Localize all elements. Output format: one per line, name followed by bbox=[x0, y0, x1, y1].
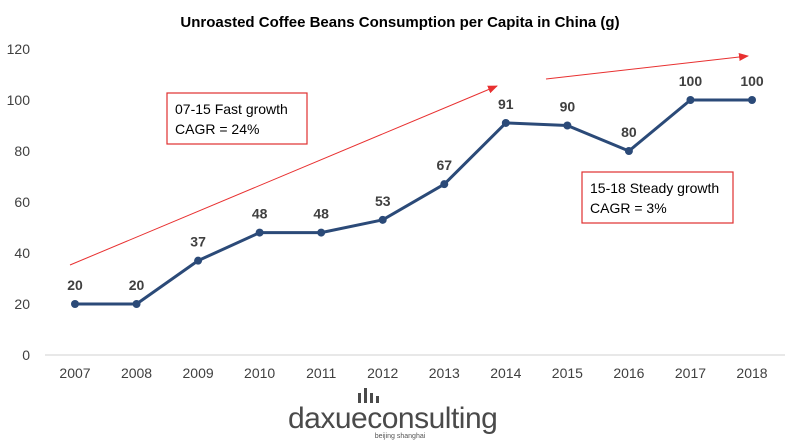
x-tick-label: 2008 bbox=[121, 365, 152, 381]
y-axis: 0 20 40 60 80 100 120 bbox=[7, 41, 31, 363]
fast-growth-cagr: CAGR = 24% bbox=[175, 121, 259, 137]
steady-growth-label: 15-18 Steady growth bbox=[590, 180, 719, 196]
data-point bbox=[440, 180, 449, 189]
x-tick-label: 2016 bbox=[613, 365, 644, 381]
x-tick-label: 2011 bbox=[306, 365, 336, 381]
x-tick-label: 2009 bbox=[183, 365, 214, 381]
y-tick-label: 120 bbox=[7, 41, 31, 57]
logo-wordmark: daxueconsulting bbox=[288, 402, 497, 435]
data-label: 37 bbox=[190, 234, 206, 250]
fast-growth-box bbox=[166, 92, 308, 145]
series-line bbox=[75, 98, 752, 306]
data-label: 91 bbox=[498, 96, 514, 112]
fast-growth-annotation: 07-15 Fast growth CAGR = 24% bbox=[166, 92, 308, 145]
y-tick-label: 80 bbox=[14, 143, 30, 159]
data-point bbox=[748, 96, 756, 104]
data-point bbox=[317, 228, 326, 237]
data-point bbox=[624, 147, 633, 155]
data-label: 48 bbox=[252, 206, 268, 222]
logo-tagline: beijing shanghai bbox=[375, 433, 426, 440]
data-label: 20 bbox=[67, 277, 83, 293]
steady-growth-box bbox=[581, 171, 734, 224]
data-label: 100 bbox=[740, 73, 764, 89]
data-point bbox=[71, 300, 79, 308]
data-point bbox=[194, 256, 203, 265]
data-point bbox=[378, 215, 387, 224]
x-tick-label: 2012 bbox=[367, 365, 398, 381]
data-label: 53 bbox=[375, 193, 391, 209]
data-point bbox=[686, 96, 695, 104]
data-point bbox=[563, 121, 572, 130]
data-label: 67 bbox=[436, 157, 452, 173]
logo-wordmark-daxue: daxue bbox=[288, 402, 367, 435]
logo-wordmark-consulting: consulting bbox=[367, 402, 497, 435]
steady-growth-trend-arrow bbox=[545, 53, 749, 80]
steady-growth-annotation: 15-18 Steady growth CAGR = 3% bbox=[581, 171, 734, 224]
data-label: 100 bbox=[679, 73, 703, 89]
data-labels: 20 20 37 48 48 53 67 91 90 80 100 100 bbox=[67, 73, 764, 293]
data-point bbox=[255, 228, 264, 237]
x-tick-label: 2018 bbox=[736, 365, 767, 381]
data-label: 48 bbox=[313, 206, 329, 222]
fast-growth-trend-arrow bbox=[69, 85, 498, 266]
x-tick-label: 2017 bbox=[675, 365, 706, 381]
x-tick-label: 2010 bbox=[244, 365, 275, 381]
x-tick-label: 2014 bbox=[490, 365, 521, 381]
chart-title: Unroasted Coffee Beans Consumption per C… bbox=[180, 14, 619, 31]
logo-bars-icon bbox=[358, 388, 379, 403]
x-tick-label: 2007 bbox=[59, 365, 90, 381]
fast-growth-label: 07-15 Fast growth bbox=[175, 101, 288, 117]
steady-growth-cagr: CAGR = 3% bbox=[590, 200, 667, 216]
y-tick-label: 20 bbox=[14, 296, 30, 312]
data-points bbox=[71, 96, 756, 308]
x-tick-label: 2015 bbox=[552, 365, 583, 381]
data-point bbox=[132, 300, 141, 308]
y-tick-label: 0 bbox=[22, 347, 30, 363]
data-label: 80 bbox=[621, 124, 637, 140]
x-axis: 2007 2008 2009 2010 2011 2012 2013 2014 2015 2016… bbox=[59, 365, 767, 381]
data-label: 90 bbox=[560, 99, 576, 115]
y-tick-label: 60 bbox=[14, 194, 30, 210]
x-tick-label: 2013 bbox=[429, 365, 460, 381]
y-tick-label: 100 bbox=[7, 92, 31, 108]
data-label: 20 bbox=[129, 277, 145, 293]
daxue-consulting-logo: daxueconsulting beijing shanghai bbox=[288, 388, 498, 440]
data-point bbox=[501, 118, 510, 127]
y-tick-label: 40 bbox=[14, 245, 30, 261]
